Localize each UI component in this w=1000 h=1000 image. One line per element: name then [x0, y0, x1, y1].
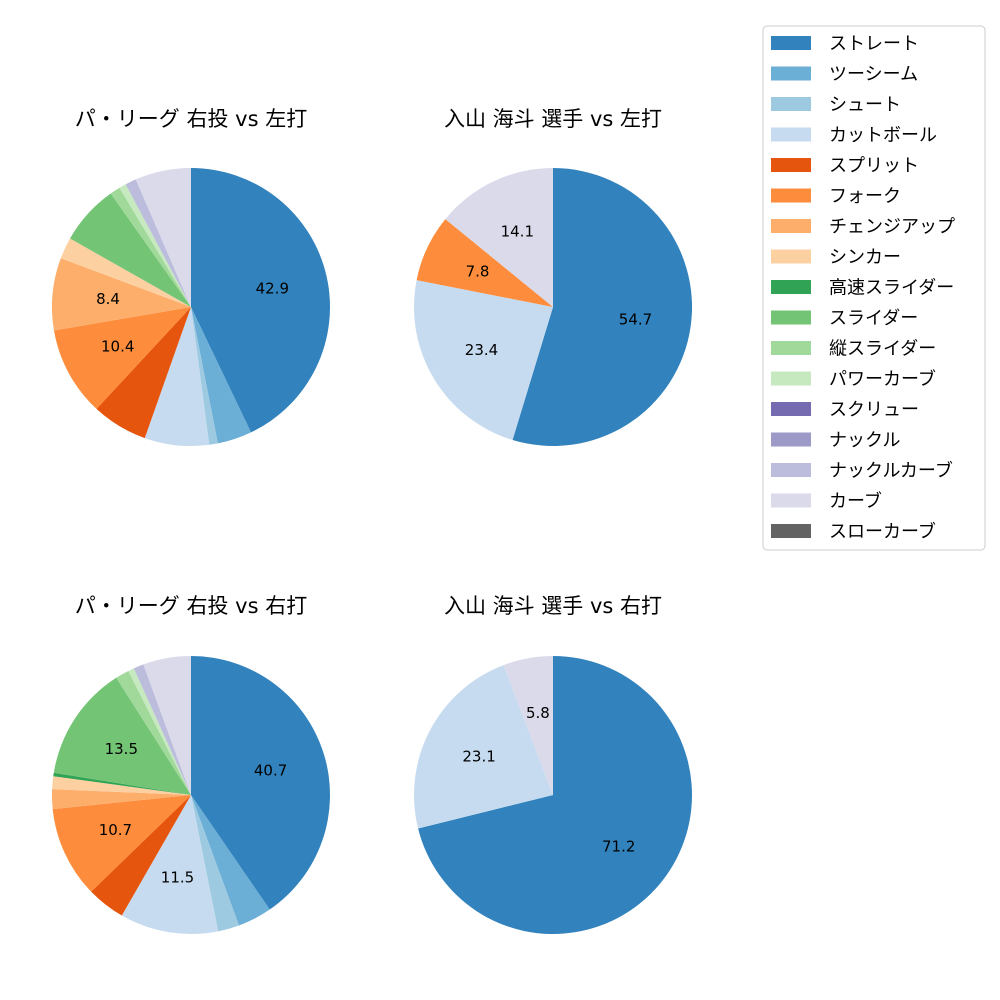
legend-label-5: スプリット [829, 156, 919, 177]
pie-1-slice-1 [191, 168, 331, 433]
pie-3-slice-16 [143, 656, 191, 795]
pie-1-slice-4 [144, 307, 210, 446]
pie-3-label-1: 40.7 [254, 761, 287, 779]
pie-4-label-16: 5.8 [526, 704, 550, 722]
legend-label-9: 高速スライダー [829, 278, 954, 299]
pie-1-slice-12 [119, 184, 191, 307]
pie-3-slice-3 [191, 795, 239, 932]
pie-1-slice-3 [191, 307, 218, 445]
legend-label-8: シンカー [829, 247, 901, 268]
legend-swatch-10 [771, 310, 811, 325]
pie-4-label-4: 23.1 [462, 747, 495, 765]
pie-2-slice-6 [416, 219, 553, 307]
legend-swatch-7 [771, 219, 811, 233]
legend-swatch-6 [771, 188, 811, 203]
pie-1-slice-15 [125, 179, 191, 307]
legend-label-3: シュート [829, 95, 901, 116]
pie-1-slice-5 [96, 307, 191, 439]
pie-3-label-4: 11.5 [161, 868, 194, 886]
pie-chart-1: 42.9 10.4 8.4 [52, 168, 331, 446]
legend-label-1: ストレート [829, 34, 919, 55]
legend-label-15: ナックルカーブ [829, 460, 953, 482]
pie-3-slice-6 [52, 795, 192, 892]
pie-1-slice-7 [52, 258, 191, 331]
pie-3-label-10: 13.5 [105, 740, 138, 758]
pie-3-slice-12 [128, 668, 191, 795]
pie-1-label-1: 42.9 [256, 280, 289, 298]
legend-label-10: スライダー [829, 308, 918, 329]
pie-title-2: 入山 海斗 選手 vs 左打 [444, 107, 662, 131]
pie-3-slice-4 [121, 795, 219, 934]
legend-label-12: パワーカーブ [829, 368, 936, 390]
pie-1-slice-2 [191, 307, 251, 444]
pie-title-1: パ・リーグ 右投 vs 左打 [75, 107, 307, 131]
legend-swatch-16 [771, 493, 811, 508]
pie-1-slice-16 [135, 168, 191, 307]
legend-swatch-5 [771, 158, 811, 172]
legend-label-13: スクリュー [829, 400, 919, 421]
legend-swatch-12 [771, 371, 811, 386]
pie-1-slice-6 [54, 307, 191, 409]
pie-4-slice-4 [413, 665, 553, 829]
legend-label-4: カットボール [829, 125, 937, 146]
legend-label-2: ツーシーム [829, 64, 918, 85]
pie-chart-4: 71.2 23.1 5.8 [413, 656, 692, 935]
legend-swatch-9 [771, 280, 811, 294]
pie-3-slice-1 [191, 656, 331, 910]
pie-4-label-1: 71.2 [602, 837, 635, 855]
pie-2-label-16: 14.1 [501, 223, 534, 241]
pie-1-slice-10 [70, 193, 191, 307]
pie-4-slice-1 [418, 656, 692, 935]
legend-label-11: 縦スライダー [829, 339, 936, 360]
pie-2-slice-16 [445, 168, 553, 307]
legend-swatch-15 [771, 463, 811, 477]
pie-2-slice-1 [512, 167, 693, 446]
pie-3-slice-8 [52, 776, 192, 795]
legend-swatch-14 [771, 432, 811, 447]
pie-2-label-1: 54.7 [619, 310, 652, 328]
pie-3-slice-10 [53, 677, 191, 795]
legend-swatch-13 [771, 402, 811, 416]
legend-swatch-17 [771, 524, 811, 538]
pies-group: 42.9 10.4 8.4 54.7 23.4 7.8 14.1 40.7 11.5 10.7 13… [51, 167, 693, 935]
legend-swatch-11 [771, 341, 811, 355]
pie-2-label-6: 7.8 [466, 263, 490, 281]
pie-chart-3: 40.7 11.5 10.7 13.5 [51, 656, 331, 934]
pie-3-slice-9 [53, 772, 191, 795]
pie-1-slice-8 [60, 238, 191, 307]
pie-4-slice-16 [503, 656, 553, 795]
pie-title-4: 入山 海斗 選手 vs 右打 [444, 594, 662, 618]
pie-1-slice-11 [110, 187, 191, 307]
pie-3-slice-11 [116, 670, 191, 795]
legend-swatch-4 [771, 127, 811, 142]
pie-3-slice-5 [91, 795, 191, 916]
legend-label-7: チェンジアップ [829, 217, 955, 238]
pie-1-label-6: 10.4 [101, 338, 134, 356]
legend-label-6: フォーク [829, 186, 901, 207]
legend-label-16: カーブ [829, 490, 882, 512]
legend-swatch-3 [771, 97, 811, 111]
legend-label-14: ナックル [829, 430, 900, 451]
pie-chart-2: 54.7 23.4 7.8 14.1 [414, 167, 693, 446]
legend: ストレートツーシームシュートカットボールスプリットフォークチェンジアップシンカー… [762, 25, 986, 551]
pie-3-slice-15 [133, 664, 191, 795]
legend-swatch-2 [771, 66, 811, 81]
legend-swatch-8 [771, 249, 811, 264]
pie-3-slice-2 [191, 795, 270, 926]
pie-2-slice-4 [414, 280, 553, 440]
pie-3-slice-7 [51, 789, 191, 810]
pie-3-label-6: 10.7 [99, 821, 132, 839]
legend-swatch-1 [771, 36, 811, 50]
legend-label-17: スローカーブ [829, 521, 936, 543]
pie-1-label-7: 8.4 [96, 290, 120, 308]
legend-frame [762, 25, 986, 551]
pie-title-3: パ・リーグ 右投 vs 右打 [75, 594, 307, 618]
pie-2-label-4: 23.4 [465, 341, 498, 359]
